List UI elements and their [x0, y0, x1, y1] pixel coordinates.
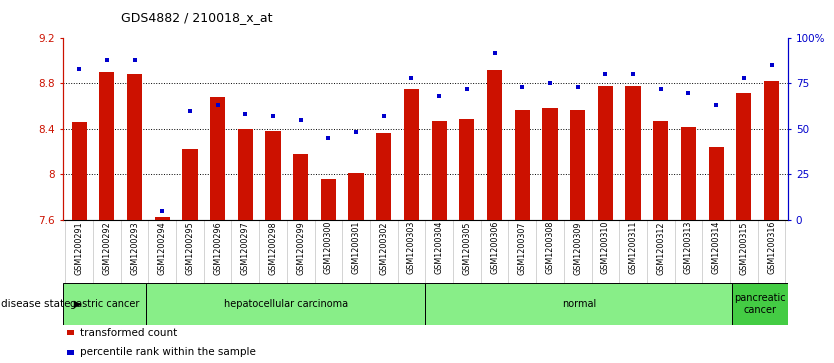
Bar — [146, 283, 425, 325]
Bar — [238, 129, 253, 220]
Text: GDS4882 / 210018_x_at: GDS4882 / 210018_x_at — [121, 11, 273, 24]
Bar — [570, 110, 585, 220]
Bar — [404, 89, 420, 220]
Point — [433, 93, 446, 99]
Bar — [431, 121, 447, 220]
Point — [266, 113, 279, 119]
Point — [404, 75, 418, 81]
Point — [128, 57, 141, 63]
Bar — [127, 74, 142, 220]
Bar — [63, 283, 146, 325]
Point — [239, 111, 252, 117]
Text: pancreatic
cancer: pancreatic cancer — [735, 293, 786, 315]
Text: hepatocellular carcinoma: hepatocellular carcinoma — [224, 299, 348, 309]
Point — [183, 108, 197, 114]
Text: transformed count: transformed count — [80, 327, 178, 338]
Bar — [460, 119, 475, 220]
Bar — [349, 173, 364, 220]
Point — [710, 102, 723, 108]
Bar — [183, 149, 198, 220]
Point — [515, 84, 529, 90]
Bar — [732, 283, 788, 325]
Bar — [626, 86, 641, 220]
Bar — [321, 179, 336, 220]
Point — [654, 86, 667, 92]
Bar — [72, 122, 87, 220]
Point — [571, 84, 585, 90]
Bar — [376, 134, 391, 220]
Point — [100, 57, 113, 63]
Bar — [154, 217, 170, 220]
Point — [294, 117, 308, 123]
Point — [543, 81, 556, 86]
Point — [737, 75, 751, 81]
Bar — [709, 147, 724, 220]
Bar — [210, 97, 225, 220]
Point — [681, 90, 695, 95]
Bar — [542, 109, 558, 220]
Text: gastric cancer: gastric cancer — [70, 299, 139, 309]
Point — [765, 62, 778, 68]
Bar — [736, 93, 751, 220]
Point — [377, 113, 390, 119]
Bar — [598, 86, 613, 220]
Point — [156, 208, 169, 213]
Bar — [515, 110, 530, 220]
Bar — [99, 72, 114, 220]
Bar — [487, 70, 502, 220]
Bar — [653, 121, 668, 220]
Point — [322, 135, 335, 141]
Bar — [425, 283, 732, 325]
Text: percentile rank within the sample: percentile rank within the sample — [80, 347, 256, 358]
Bar — [681, 127, 696, 220]
Text: normal: normal — [562, 299, 596, 309]
Point — [599, 72, 612, 77]
Bar — [293, 154, 309, 220]
Bar — [764, 81, 779, 220]
Point — [211, 102, 224, 108]
Text: disease state ▶: disease state ▶ — [1, 299, 82, 309]
Point — [626, 72, 640, 77]
Bar — [265, 131, 280, 220]
Point — [460, 86, 474, 92]
Point — [488, 50, 501, 56]
Point — [349, 130, 363, 135]
Point — [73, 66, 86, 72]
